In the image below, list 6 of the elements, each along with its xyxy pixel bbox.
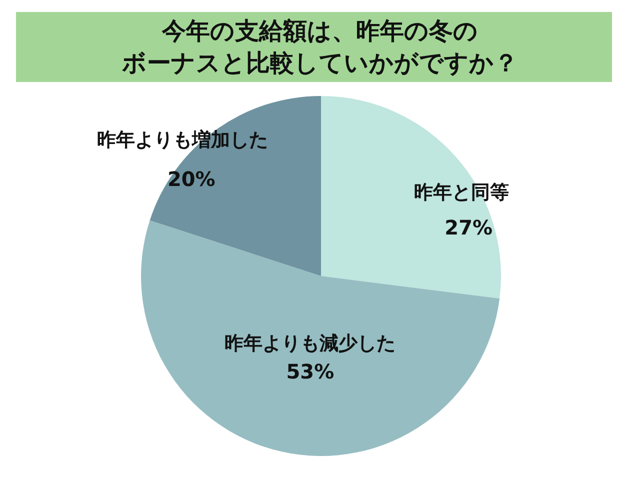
data-label: 53% (286, 359, 334, 384)
slice-label: 昨年よりも減少した (224, 332, 396, 355)
data-label: 27% (444, 215, 493, 240)
chart-title: 今年の支給額は、昨年の冬のボーナスと比較していかがですか？ (121, 17, 518, 77)
slice-label: 昨年と同等 (414, 181, 509, 204)
data-label: 20% (167, 166, 216, 191)
